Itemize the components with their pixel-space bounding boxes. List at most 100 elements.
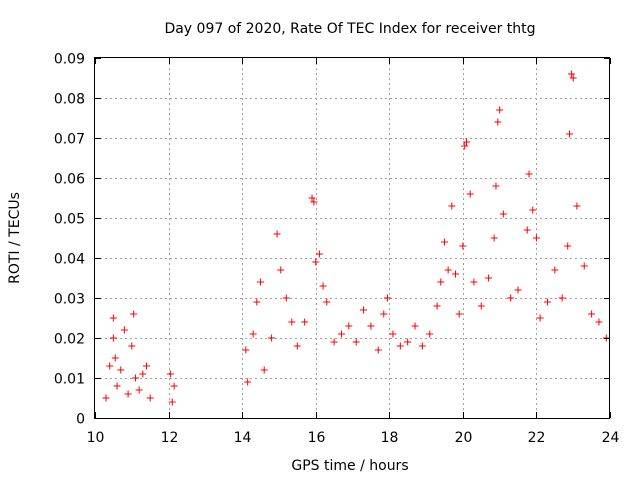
data-point xyxy=(242,346,250,354)
plot-frame xyxy=(94,57,610,419)
y-axis-label: ROTI / TECUs xyxy=(7,192,23,284)
data-point xyxy=(492,182,500,190)
data-point xyxy=(507,294,515,302)
data-point xyxy=(485,274,493,282)
data-point xyxy=(463,138,471,146)
data-point xyxy=(345,322,353,330)
data-point xyxy=(102,394,110,402)
y-tick-label: 0.07 xyxy=(54,132,85,148)
data-point xyxy=(566,130,574,138)
data-point xyxy=(595,318,603,326)
data-point xyxy=(146,394,154,402)
x-tick-label: 12 xyxy=(161,430,179,446)
data-point xyxy=(383,294,391,302)
data-point xyxy=(551,266,559,274)
data-point xyxy=(452,270,459,278)
data-point xyxy=(288,318,296,326)
data-point xyxy=(514,286,522,294)
data-point xyxy=(282,294,290,302)
data-point xyxy=(494,118,502,126)
data-point xyxy=(131,374,139,382)
data-point xyxy=(567,70,575,78)
data-point xyxy=(437,278,445,286)
data-point xyxy=(404,338,412,346)
x-tick-label: 10 xyxy=(87,430,105,446)
chart-title: Day 097 of 2020, Rate Of TEC Index for r… xyxy=(164,21,535,37)
data-point xyxy=(367,322,375,330)
data-point xyxy=(455,310,463,318)
data-point xyxy=(433,302,441,310)
data-point xyxy=(337,330,345,338)
data-point xyxy=(120,326,128,334)
data-point xyxy=(461,142,469,150)
data-point xyxy=(312,258,320,266)
data-point xyxy=(380,310,388,318)
data-point xyxy=(301,318,309,326)
y-tick-label: 0.02 xyxy=(54,332,85,348)
data-point xyxy=(440,238,448,246)
data-point xyxy=(111,354,119,362)
data-point xyxy=(573,202,581,210)
data-point xyxy=(330,338,338,346)
data-point xyxy=(117,366,125,374)
data-point xyxy=(273,230,281,238)
data-point xyxy=(477,302,485,310)
y-tick-label: 0.04 xyxy=(54,252,85,268)
data-point xyxy=(310,198,318,206)
x-tick-label: 22 xyxy=(528,430,546,446)
data-point xyxy=(135,386,143,394)
data-point xyxy=(444,266,452,274)
data-point xyxy=(496,106,504,114)
data-point xyxy=(260,366,268,374)
data-point xyxy=(308,194,316,202)
data-point xyxy=(569,74,577,82)
data-point xyxy=(459,242,467,250)
data-point xyxy=(277,266,285,274)
data-point xyxy=(319,282,327,290)
data-point xyxy=(109,334,117,342)
data-point xyxy=(543,298,551,306)
data-point xyxy=(470,278,478,286)
data-point xyxy=(558,294,566,302)
data-point xyxy=(128,342,136,350)
data-point xyxy=(580,262,588,270)
x-tick-label: 20 xyxy=(455,430,473,446)
data-point xyxy=(124,390,132,398)
y-tick-label: 0.08 xyxy=(54,92,85,108)
data-point xyxy=(166,370,174,378)
data-point xyxy=(244,378,252,386)
data-point xyxy=(253,298,261,306)
data-point xyxy=(315,250,323,258)
data-point xyxy=(588,310,596,318)
x-ticks: 10 12 14 16 18 20 22 24 xyxy=(87,58,619,446)
y-tick-label: 0.06 xyxy=(54,172,85,188)
data-point xyxy=(411,322,419,330)
y-ticks: 0 0.01 0.02 0.03 0.04 0.05 0.06 0.07 0.08 0.09 xyxy=(54,52,610,428)
data-point xyxy=(532,234,540,242)
y-tick-label: 0.03 xyxy=(54,292,85,308)
x-tick-label: 16 xyxy=(308,430,326,446)
data-point xyxy=(268,334,276,342)
y-tick-label: 0.01 xyxy=(54,372,85,388)
data-point xyxy=(448,202,456,210)
data-point xyxy=(426,330,434,338)
data-point xyxy=(536,314,544,322)
data-point xyxy=(523,226,531,234)
grid-lines xyxy=(95,58,610,418)
data-point xyxy=(139,370,147,378)
data-point xyxy=(374,346,382,354)
x-tick-label: 18 xyxy=(381,430,399,446)
data-point xyxy=(564,242,572,250)
data-point xyxy=(249,330,257,338)
data-point xyxy=(396,342,404,350)
data-point xyxy=(109,314,117,322)
data-point xyxy=(490,234,498,242)
data-point xyxy=(323,298,331,306)
data-point xyxy=(170,382,178,390)
data-point xyxy=(143,362,150,370)
data-point xyxy=(525,170,533,178)
data-point xyxy=(360,306,368,314)
data-point xyxy=(499,210,507,218)
data-point xyxy=(352,338,360,346)
